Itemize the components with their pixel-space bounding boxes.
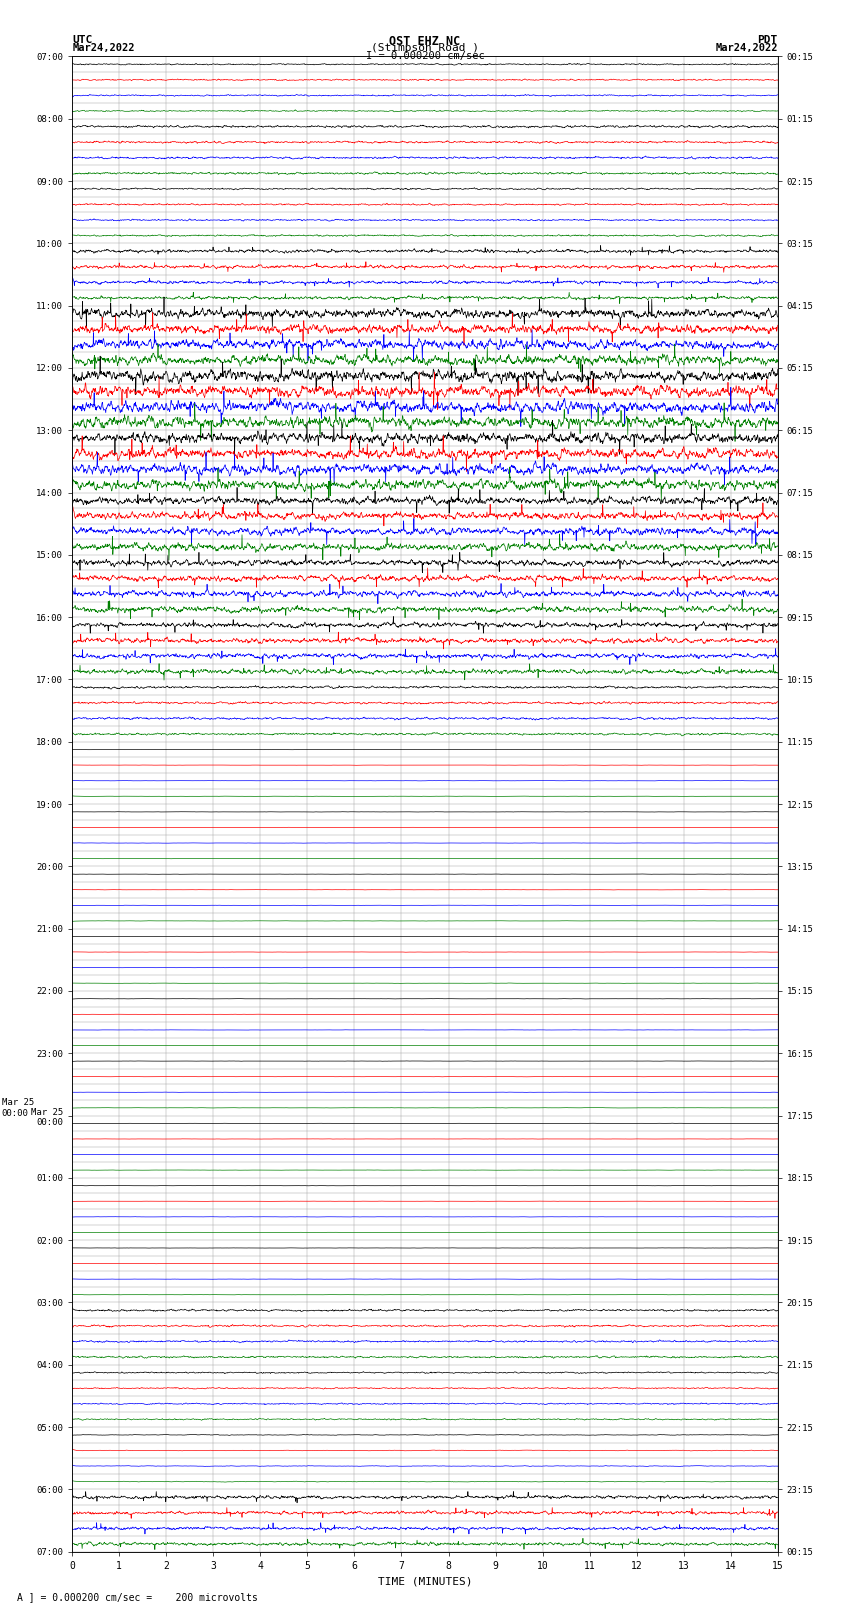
Text: Mar 25
00:00: Mar 25 00:00 [2, 1098, 34, 1118]
Text: (Stimpson Road ): (Stimpson Road ) [371, 44, 479, 53]
Text: Mar24,2022: Mar24,2022 [72, 44, 135, 53]
Text: A ] = 0.000200 cm/sec =    200 microvolts: A ] = 0.000200 cm/sec = 200 microvolts [17, 1592, 258, 1602]
X-axis label: TIME (MINUTES): TIME (MINUTES) [377, 1576, 473, 1586]
Text: I = 0.000200 cm/sec: I = 0.000200 cm/sec [366, 50, 484, 61]
Text: UTC: UTC [72, 35, 93, 45]
Text: OST EHZ NC: OST EHZ NC [389, 35, 461, 48]
Text: PDT: PDT [757, 35, 778, 45]
Text: Mar24,2022: Mar24,2022 [715, 44, 778, 53]
